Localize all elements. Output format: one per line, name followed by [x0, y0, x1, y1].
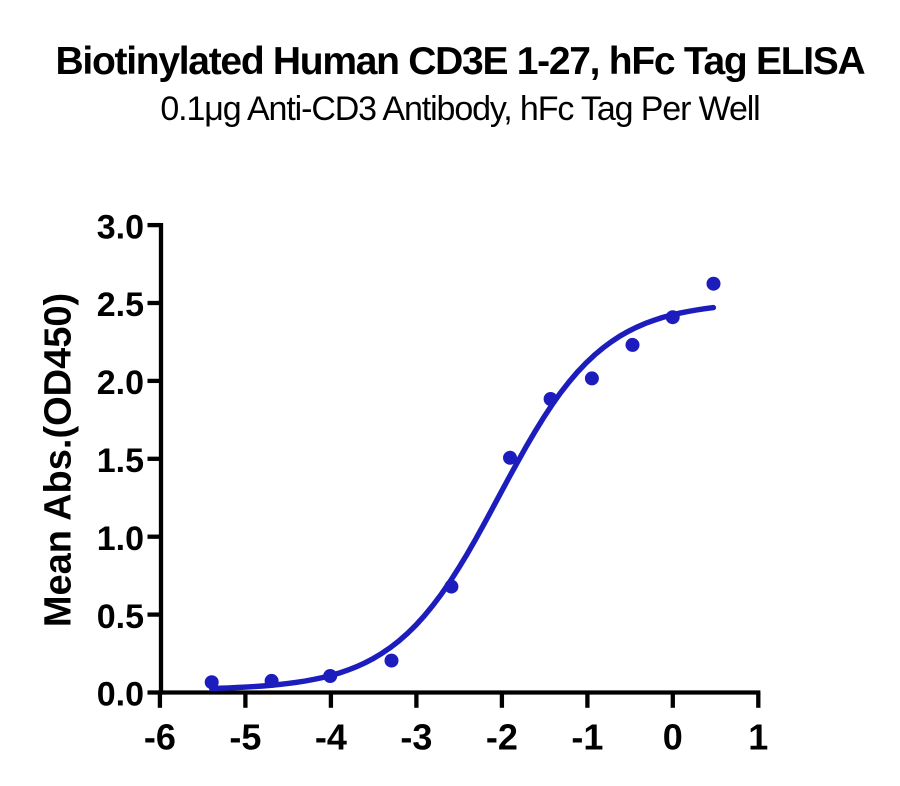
svg-text:0.1μg Anti-CD3 Antibody, hFc T: 0.1μg Anti-CD3 Antibody, hFc Tag Per Wel… [160, 90, 759, 128]
svg-text:-1: -1 [571, 717, 603, 758]
svg-text:-4: -4 [315, 717, 347, 758]
svg-text:Mean Abs.(OD450): Mean Abs.(OD450) [38, 293, 80, 627]
svg-text:1.0: 1.0 [97, 520, 144, 558]
svg-text:2.0: 2.0 [97, 364, 144, 402]
svg-text:1.5: 1.5 [97, 442, 144, 480]
svg-text:1: 1 [748, 717, 768, 758]
svg-text:-5: -5 [229, 717, 261, 758]
svg-text:2.5: 2.5 [97, 286, 144, 324]
svg-text:0.5: 0.5 [97, 598, 144, 636]
svg-text:0.0: 0.0 [97, 676, 144, 714]
svg-text:-3: -3 [400, 717, 432, 758]
svg-text:-6: -6 [144, 717, 176, 758]
svg-text:Biotinylated Human CD3E 1-27,: Biotinylated Human CD3E 1-27, hFc Tag EL… [56, 40, 866, 83]
svg-text:-2: -2 [486, 717, 518, 758]
svg-text:3.0: 3.0 [97, 208, 144, 246]
svg-text:0: 0 [663, 717, 683, 758]
